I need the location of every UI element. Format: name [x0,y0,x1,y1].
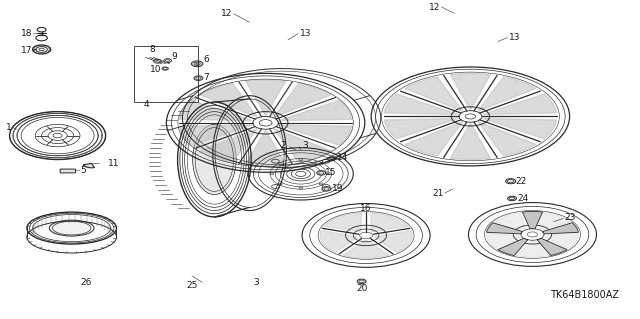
Circle shape [162,67,168,70]
Polygon shape [246,130,285,166]
Text: 17: 17 [21,46,33,55]
Polygon shape [478,122,536,156]
Circle shape [194,76,203,80]
Polygon shape [537,211,572,229]
Text: 23: 23 [564,213,576,222]
Polygon shape [384,118,458,139]
Polygon shape [274,83,332,117]
Polygon shape [522,211,543,229]
Wedge shape [83,163,95,168]
Text: 26: 26 [81,278,92,287]
Circle shape [506,179,516,184]
Circle shape [357,279,366,284]
Text: 22: 22 [515,177,527,186]
Polygon shape [246,80,285,116]
Polygon shape [404,122,463,156]
FancyBboxPatch shape [60,169,76,173]
Text: 19: 19 [332,184,343,193]
Text: 18: 18 [21,29,33,38]
Text: 3: 3 [302,141,308,150]
Circle shape [33,45,51,54]
Polygon shape [374,231,412,253]
Text: 2: 2 [280,141,286,150]
Circle shape [164,59,172,63]
Polygon shape [545,230,579,249]
Ellipse shape [193,124,236,195]
Polygon shape [483,118,557,139]
Polygon shape [515,241,556,257]
Text: 15: 15 [325,168,337,177]
Text: 16: 16 [360,204,372,213]
Polygon shape [451,73,490,110]
Polygon shape [451,123,490,160]
Text: 1: 1 [6,123,12,132]
Text: 11: 11 [108,159,119,168]
Polygon shape [498,238,528,256]
Text: 13: 13 [300,29,311,38]
Ellipse shape [49,220,94,236]
Text: 8: 8 [150,45,155,54]
Polygon shape [490,212,525,229]
Text: 12: 12 [221,9,232,18]
Text: 21: 21 [432,189,444,198]
Text: 9: 9 [172,52,177,61]
Polygon shape [320,231,358,253]
Polygon shape [279,125,352,145]
Text: 3: 3 [253,278,259,287]
Text: TK64B1800AZ: TK64B1800AZ [550,290,620,300]
Polygon shape [542,223,579,234]
Polygon shape [404,77,463,111]
Circle shape [328,157,335,161]
Polygon shape [478,77,536,111]
Text: 7: 7 [204,73,209,82]
Text: 25: 25 [186,281,198,290]
Text: 14: 14 [337,153,349,162]
Circle shape [508,196,516,201]
Polygon shape [343,240,389,258]
Polygon shape [279,100,352,121]
Text: 4: 4 [143,100,148,109]
Polygon shape [324,212,362,232]
Polygon shape [537,238,567,256]
Text: 5: 5 [80,166,86,175]
Polygon shape [179,125,252,145]
Polygon shape [486,223,523,234]
Polygon shape [200,83,257,117]
Polygon shape [483,94,557,115]
Text: 13: 13 [509,33,520,42]
Circle shape [191,61,203,67]
Text: 12: 12 [429,3,440,11]
Circle shape [317,171,326,175]
Text: 10: 10 [150,65,161,74]
Circle shape [322,187,331,191]
Text: 20: 20 [356,284,367,293]
Polygon shape [371,212,408,232]
Polygon shape [384,94,458,115]
Polygon shape [179,100,252,121]
Polygon shape [200,129,257,163]
Polygon shape [486,233,520,252]
Polygon shape [274,129,332,163]
Text: 6: 6 [204,55,209,63]
Text: 24: 24 [517,194,529,203]
